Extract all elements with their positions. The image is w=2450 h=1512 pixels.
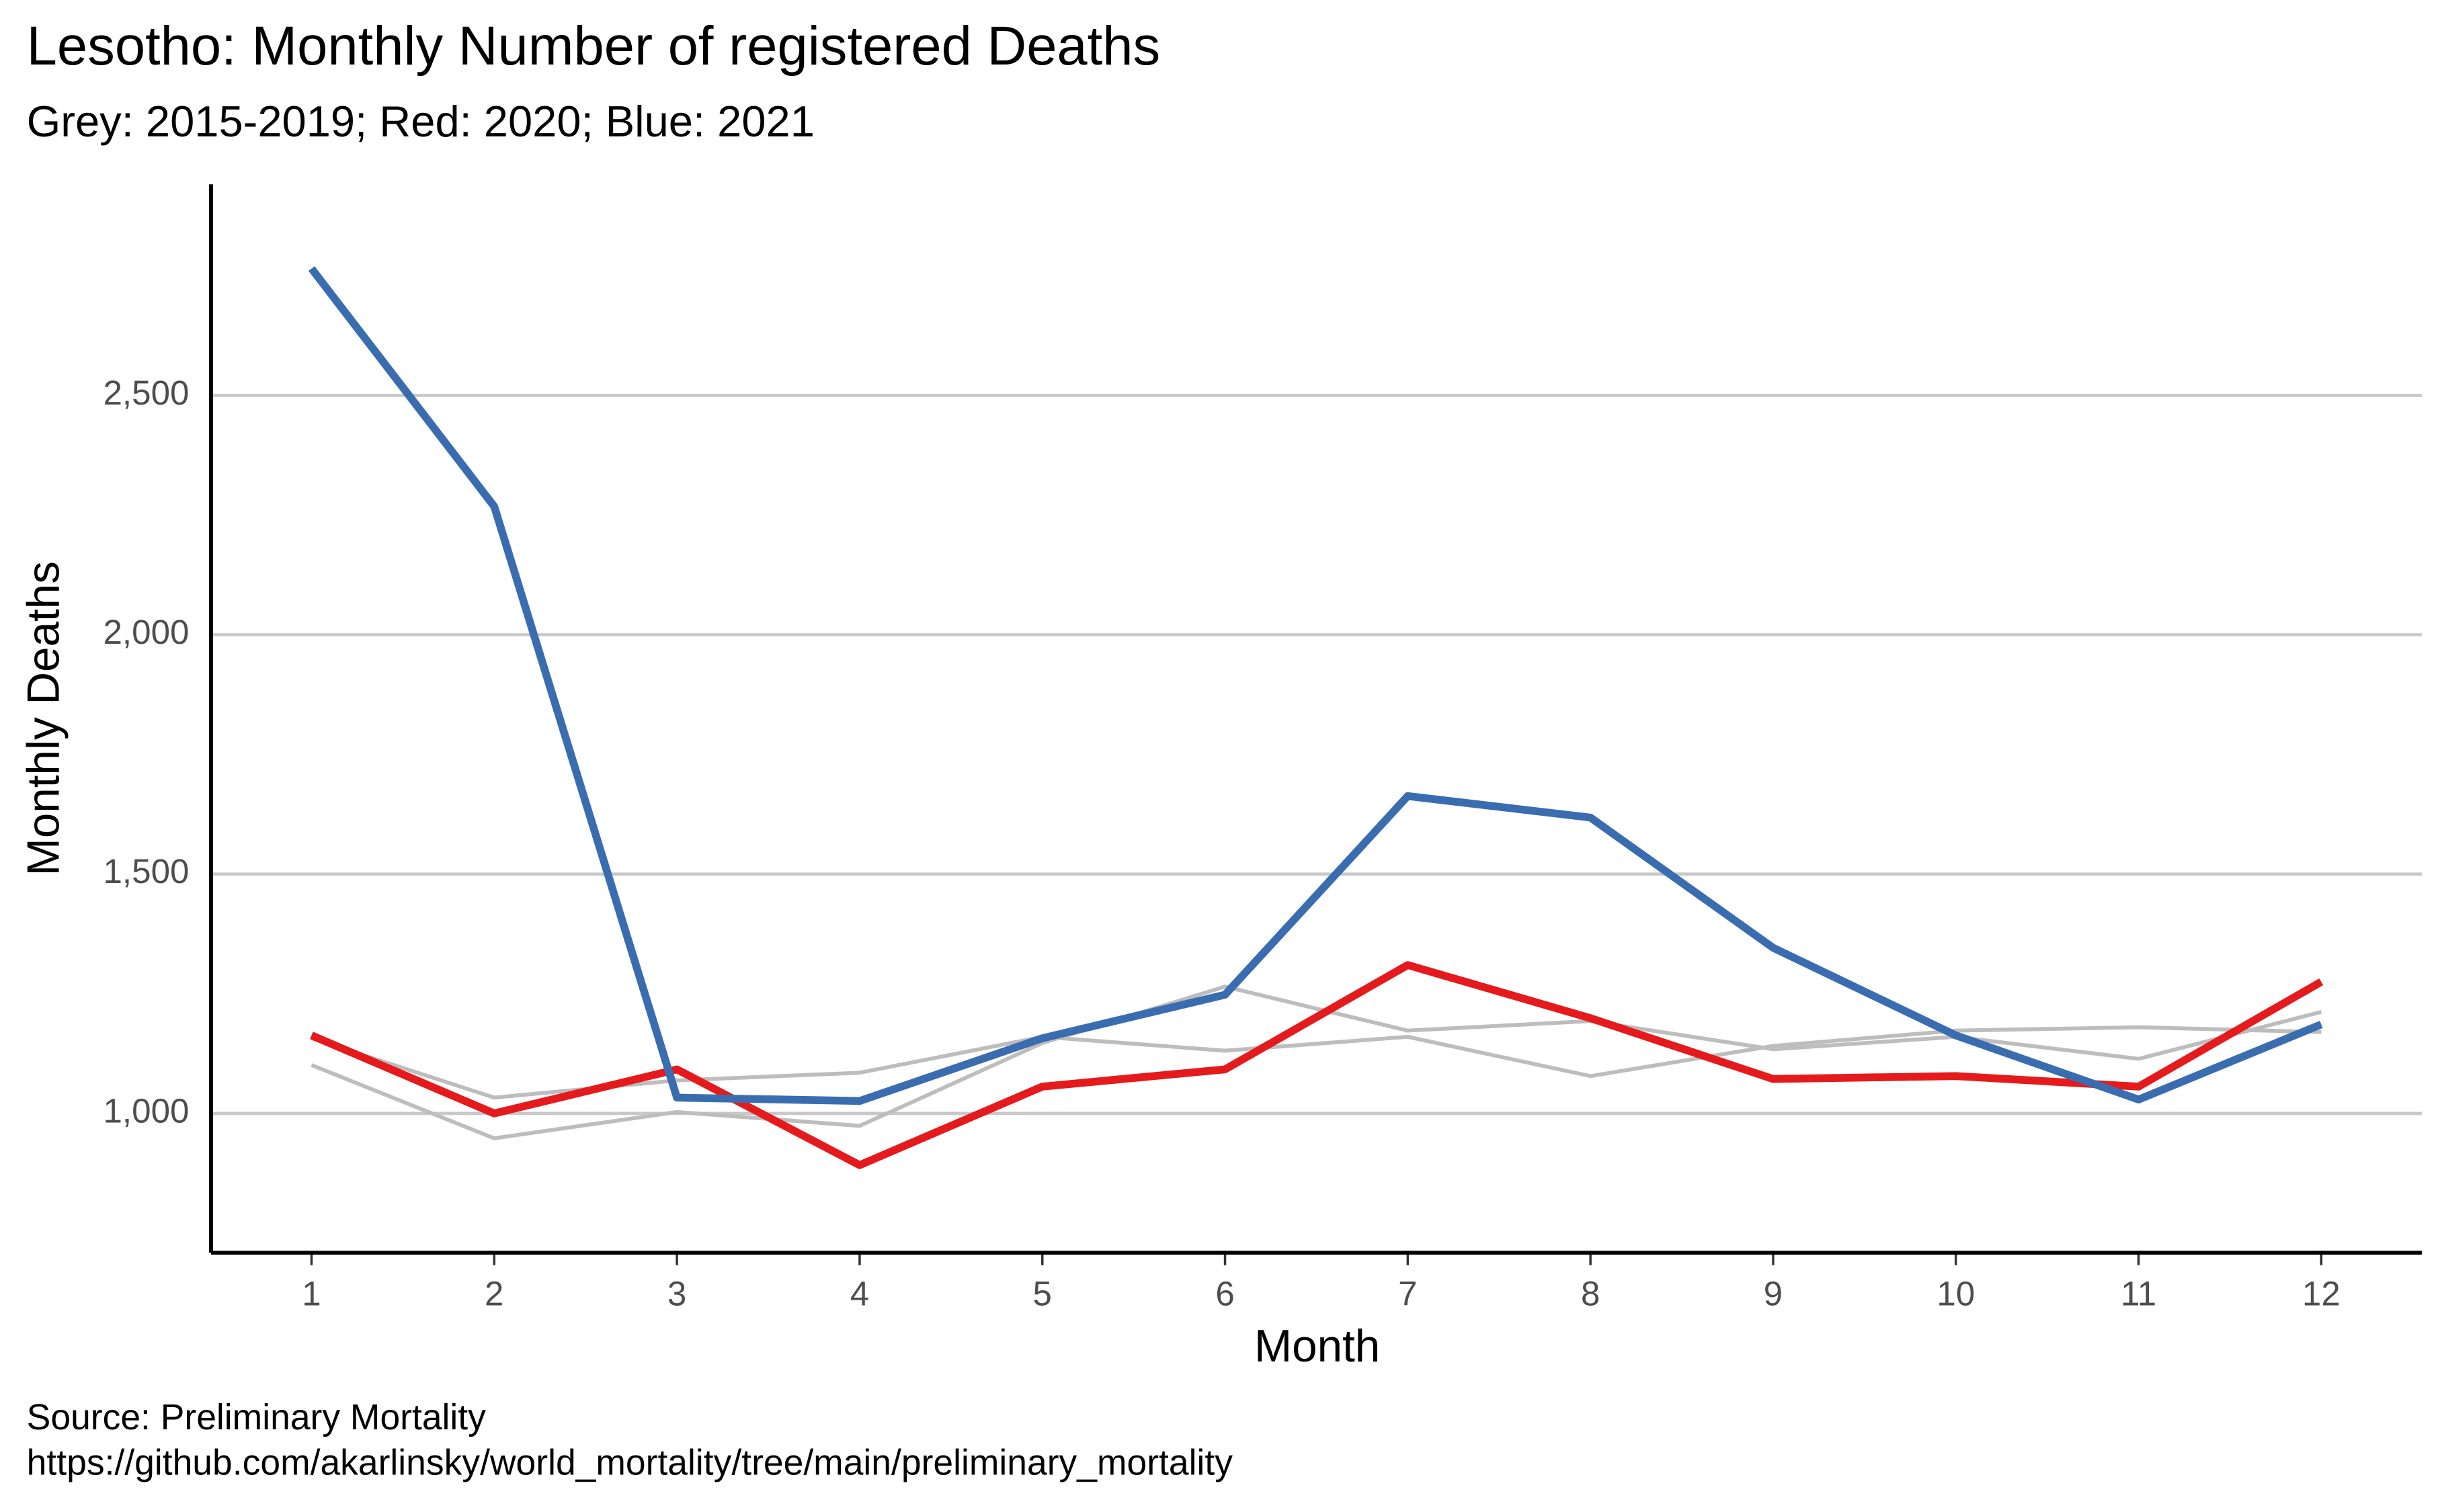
caption: https://github.com/akarlinsky/world_mort… bbox=[27, 1443, 1233, 1482]
x-tick-label: 3 bbox=[667, 1275, 686, 1313]
y-tick-label: 2,500 bbox=[103, 374, 189, 412]
x-tick-label: 12 bbox=[2302, 1275, 2340, 1313]
chart-title: Lesotho: Monthly Number of registered De… bbox=[27, 15, 1161, 77]
x-tick-label: 10 bbox=[1936, 1275, 1975, 1313]
caption: Source: Preliminary Mortality bbox=[27, 1398, 486, 1437]
chart-subtitle: Grey: 2015-2019; Red: 2020; Blue: 2021 bbox=[27, 97, 815, 146]
x-tick-label: 8 bbox=[1581, 1275, 1600, 1313]
x-tick-label: 7 bbox=[1398, 1275, 1417, 1313]
x-tick-label: 6 bbox=[1215, 1275, 1234, 1313]
x-tick-label: 11 bbox=[2121, 1275, 2156, 1313]
series-line bbox=[310, 961, 2324, 1169]
x-tick-label: 4 bbox=[850, 1275, 869, 1313]
series-line bbox=[311, 984, 2322, 1140]
x-tick-label: 5 bbox=[1033, 1275, 1052, 1313]
series-line bbox=[308, 266, 2323, 1105]
y-tick-label: 2,000 bbox=[103, 613, 189, 651]
y-tick-label: 1,500 bbox=[103, 852, 189, 890]
x-tick-label: 2 bbox=[485, 1275, 503, 1313]
x-axis-label: Month bbox=[1254, 1321, 1380, 1372]
y-tick-label: 1,000 bbox=[103, 1091, 189, 1130]
series-line bbox=[311, 1025, 2322, 1100]
x-tick-label: 1 bbox=[302, 1275, 321, 1313]
y-axis-label: Monthly Deaths bbox=[19, 561, 69, 876]
x-tick-label: 9 bbox=[1764, 1275, 1783, 1313]
